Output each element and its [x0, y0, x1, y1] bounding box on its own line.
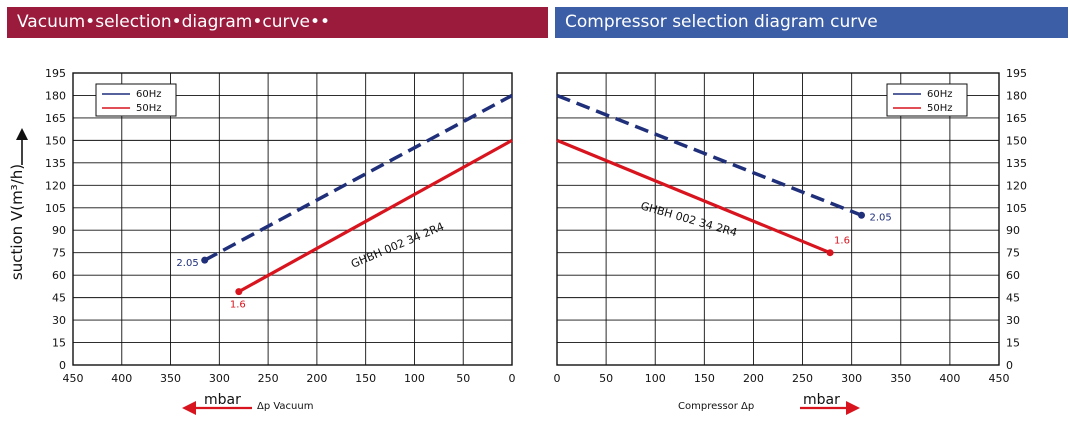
compressor-y-tick-label: 150	[1006, 134, 1027, 147]
vacuum-50hz-endpoint	[235, 288, 243, 296]
compressor-y-tick-label: 60	[1006, 269, 1020, 282]
compressor-y-tick-label: 180	[1006, 89, 1027, 102]
compressor-y-tick-label: 135	[1006, 157, 1027, 170]
compressor-y-tick-label: 75	[1006, 247, 1020, 260]
vacuum-x-tick-label: 0	[509, 372, 516, 385]
compressor-50hz-end-label: 1.6	[834, 236, 850, 247]
vacuum-y-tick-label: 30	[52, 314, 66, 327]
vacuum-y-tick-label: 195	[45, 67, 66, 80]
compressor-x-tick-label: 50	[599, 372, 613, 385]
compressor-x-tick-label: 450	[989, 372, 1010, 385]
vacuum-series-50hz-line	[238, 138, 513, 294]
compressor-legend: 60Hz 50Hz	[886, 83, 968, 117]
vacuum-x-arrowhead	[182, 401, 196, 415]
compressor-series-50hz-line	[556, 138, 831, 255]
vacuum-legend-50hz-label: 50Hz	[136, 103, 162, 114]
compressor-legend-60hz-label: 60Hz	[927, 89, 953, 100]
vacuum-y-tick-label: 150	[45, 134, 66, 147]
compressor-x-tick-label: 100	[645, 372, 666, 385]
compressor-60hz-endpoint	[857, 211, 865, 219]
vacuum-banner: Vacuum•selection•diagram•curve••	[7, 7, 548, 38]
compressor-y-tick-label: 120	[1006, 179, 1027, 192]
compressor-y-tick-label: 165	[1006, 112, 1027, 125]
vacuum-y-tick-label: 45	[52, 292, 66, 305]
vacuum-y-tick-label: 105	[45, 202, 66, 215]
y-axis-arrowhead	[16, 128, 28, 140]
compressor-x-label: Compressor Δp	[678, 401, 754, 412]
vacuum-50hz-end-label: 1.6	[230, 300, 246, 311]
y-axis-label: suction V(m³/h)	[8, 164, 26, 280]
vacuum-y-tick-label: 120	[45, 179, 66, 192]
compressor-plot-frame	[556, 72, 1000, 366]
vacuum-x-unit: mbar	[204, 392, 241, 408]
compressor-x-tick-label: 200	[743, 372, 764, 385]
compressor-legend-50hz-label: 50Hz	[927, 103, 953, 114]
compressor-x-tick-label: 250	[792, 372, 813, 385]
vacuum-y-tick-label: 90	[52, 224, 66, 237]
compressor-y-tick-label: 195	[1006, 67, 1027, 80]
vacuum-x-tick-label: 300	[209, 372, 230, 385]
vacuum-x-tick-label: 400	[111, 372, 132, 385]
compressor-60hz-end-label: 2.05	[869, 212, 891, 223]
vacuum-model-annotation: GHBH 002 34 2R4	[349, 220, 446, 271]
vacuum-x-tick-label: 450	[63, 372, 84, 385]
vacuum-y-tick-label: 15	[52, 337, 66, 350]
vacuum-x-tick-label: 250	[258, 372, 279, 385]
vacuum-y-tick-label: 135	[45, 157, 66, 170]
compressor-x-arrowhead	[846, 401, 860, 415]
vacuum-legend: 60Hz 50Hz	[95, 83, 177, 117]
vacuum-y-tick-label: 165	[45, 112, 66, 125]
vacuum-x-tick-label: 150	[355, 372, 376, 385]
compressor-y-tick-label: 30	[1006, 314, 1020, 327]
compressor-y-tick-label: 90	[1006, 224, 1020, 237]
compressor-series-60hz-line	[556, 93, 863, 217]
compressor-y-tick-label: 15	[1006, 337, 1020, 350]
vacuum-60hz-endpoint	[201, 256, 209, 264]
vacuum-x-tick-label: 100	[404, 372, 425, 385]
compressor-chart: 0 15 30 45 60 75 90 105 120 135 150 165 180 195 0 50 100…	[554, 67, 1028, 385]
compressor-y-tick-label: 45	[1006, 292, 1020, 305]
compressor-x-tick-label: 350	[890, 372, 911, 385]
vacuum-60hz-end-label: 2.05	[176, 258, 198, 269]
compressor-y-tick-label: 0	[1006, 359, 1013, 372]
compressor-x-tick-label: 150	[694, 372, 715, 385]
vacuum-x-tick-label: 50	[456, 372, 470, 385]
vacuum-y-tick-label: 60	[52, 269, 66, 282]
vacuum-x-label: Δp Vacuum	[257, 401, 313, 412]
vacuum-x-tick-label: 200	[306, 372, 327, 385]
compressor-x-tick-label: 400	[939, 372, 960, 385]
vacuum-legend-60hz-label: 60Hz	[136, 89, 162, 100]
vacuum-y-tick-label: 75	[52, 247, 66, 260]
compressor-x-tick-label: 0	[554, 372, 561, 385]
compressor-banner: Compressor selection diagram curve	[555, 7, 1068, 38]
compressor-model-annotation: GHBH 002 34 2R4	[639, 199, 738, 239]
compressor-50hz-endpoint	[826, 249, 834, 257]
vacuum-chart: 0 15 30 45 60 75 90 105 120 135 150 165 180 195 450 400…	[45, 67, 516, 385]
compressor-x-unit: mbar	[803, 392, 840, 408]
vacuum-series-60hz-line	[203, 93, 513, 262]
compressor-y-tick-label: 105	[1006, 202, 1027, 215]
compressor-x-tick-label: 300	[841, 372, 862, 385]
vacuum-plot-frame	[72, 72, 513, 366]
vacuum-y-tick-label: 0	[59, 359, 66, 372]
vacuum-x-tick-label: 350	[160, 372, 181, 385]
vacuum-y-tick-label: 180	[45, 89, 66, 102]
